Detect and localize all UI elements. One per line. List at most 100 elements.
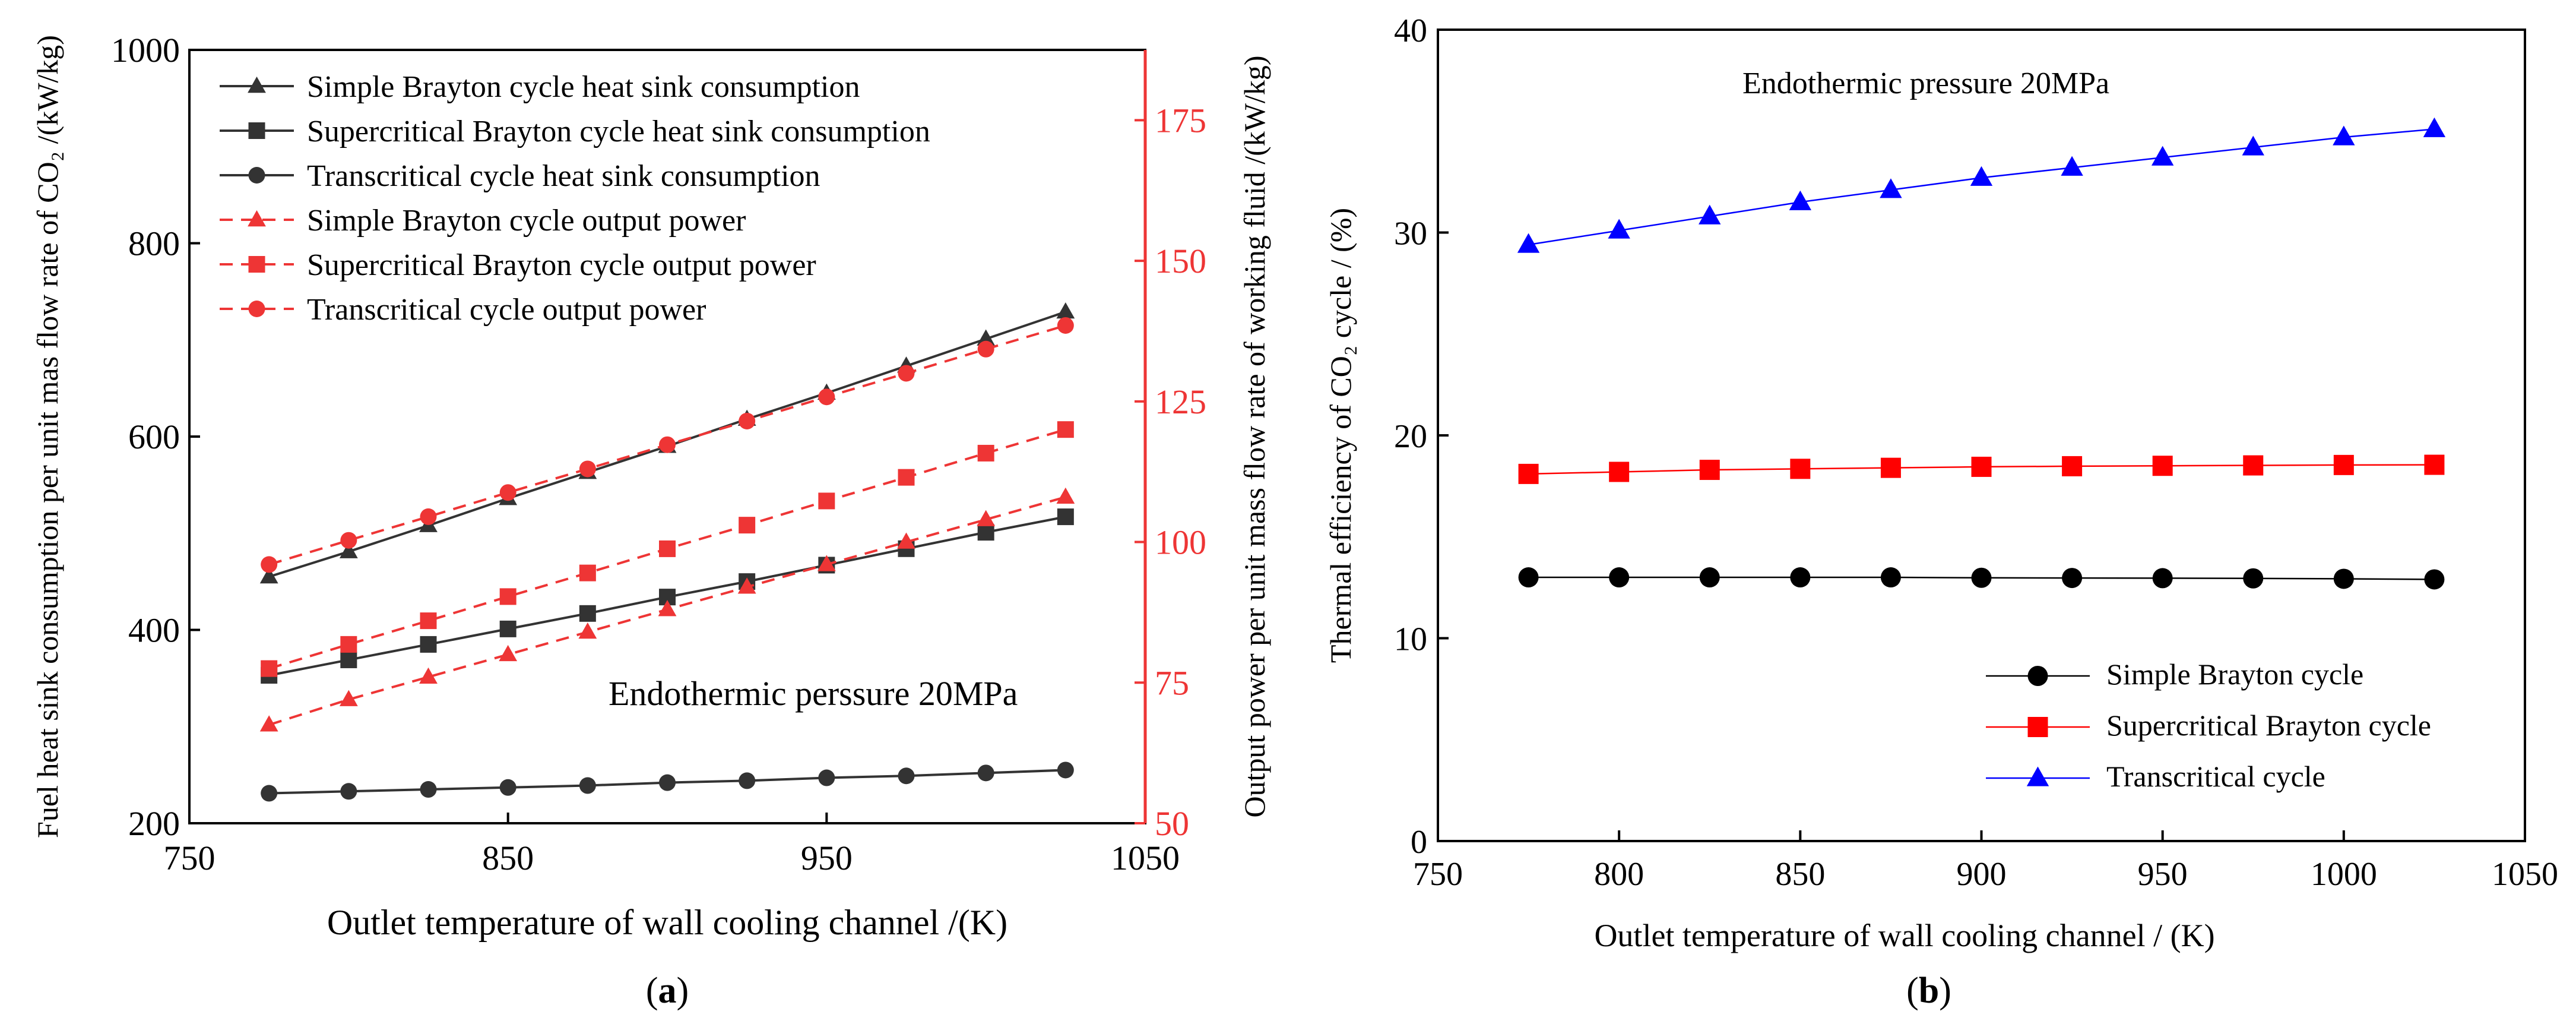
legend-entry: Supercritical Brayton cycle output power (220, 248, 816, 282)
legend-entry: Supercritical Brayton cycle heat sink co… (220, 115, 930, 148)
data-point (419, 667, 438, 684)
data-point (1970, 166, 1993, 186)
data-point (261, 785, 278, 802)
legend-marker (2026, 766, 2049, 786)
legend-marker (248, 210, 266, 227)
data-point (1056, 302, 1075, 319)
series-4 (261, 421, 1074, 677)
y-tick-label: 20 (1394, 418, 1427, 455)
x-tick-label: 1050 (1111, 839, 1180, 877)
legend-entry: Transcritical cycle (1986, 760, 2325, 793)
data-point (2243, 455, 2264, 476)
data-point (1971, 456, 1992, 477)
data-point (2152, 456, 2173, 476)
data-point (261, 556, 278, 573)
x-tick-label: 800 (1594, 856, 1644, 893)
data-point (739, 772, 756, 789)
data-point (340, 783, 357, 800)
data-point (578, 622, 597, 639)
data-point (259, 567, 278, 584)
x-tick-label: 850 (482, 839, 534, 877)
data-point (1518, 463, 1539, 484)
panel-a-annotation: Endothermic perssure 20MPa (609, 674, 1018, 713)
data-point (579, 777, 596, 794)
data-point (2423, 117, 2446, 137)
panel-a-ylabel-right: Output power per unit mass flow rate of … (1238, 55, 1271, 817)
x-tick-label: 950 (2138, 856, 2188, 893)
data-point (340, 651, 357, 668)
data-point (261, 660, 278, 677)
legend-entry: Simple Brayton cycle output power (220, 204, 746, 238)
series-3 (259, 487, 1075, 732)
legend-label: Simple Brayton cycle (2106, 658, 2363, 691)
series-1 (261, 508, 1074, 684)
legend-label: Simple Brayton cycle heat sink consumpti… (307, 70, 860, 104)
data-point (2151, 146, 2174, 166)
data-point (499, 620, 517, 637)
y-left-tick-label: 200 (128, 804, 180, 843)
data-point (1609, 567, 1630, 588)
data-point (2061, 156, 2083, 176)
data-point (898, 767, 915, 785)
data-point (1057, 761, 1074, 779)
series-1 (1518, 454, 2445, 484)
data-point (1699, 567, 1720, 588)
x-tick-label: 900 (1957, 856, 2007, 893)
data-point (339, 690, 358, 706)
legend-marker (248, 122, 265, 139)
data-point (340, 532, 357, 549)
data-point (897, 532, 915, 549)
data-point (1056, 487, 1075, 504)
data-point (898, 469, 915, 486)
legend-entry: Simple Brayton cycle (1986, 658, 2363, 691)
panel-b-ylabel: Thermal efficiency of CO₂ cycle / (%) (1324, 208, 1357, 663)
data-point (499, 644, 518, 662)
data-point (659, 774, 676, 791)
data-point (659, 540, 676, 557)
legend-marker (2027, 666, 2048, 686)
data-point (2333, 454, 2354, 475)
data-point (2062, 456, 2083, 476)
data-point (977, 444, 994, 462)
data-point (817, 555, 836, 571)
y-right-tick-label: 175 (1155, 101, 1206, 140)
data-point (1609, 462, 1630, 482)
data-point (1608, 219, 1630, 239)
data-point (420, 781, 437, 798)
panel-a: 750 850 950 1050 200 400 600 800 1000 50 75 100 12… (31, 31, 1271, 1011)
x-tick-label: 750 (1413, 856, 1463, 893)
x-tick-label: 1050 (2492, 856, 2558, 893)
data-point (737, 577, 756, 594)
legend-marker (2027, 717, 2048, 737)
data-point (659, 436, 676, 453)
data-point (977, 764, 994, 782)
data-point (818, 388, 835, 406)
data-point (1790, 567, 1811, 588)
data-point (1880, 567, 1901, 588)
y-left-tick-label: 600 (128, 418, 180, 456)
data-point (1880, 178, 1902, 198)
series-2 (261, 761, 1074, 802)
legend-label: Supercritical Brayton cycle output power (307, 248, 816, 282)
legend-label: Transcritical cycle (2106, 760, 2325, 793)
data-point (499, 588, 517, 605)
data-point (977, 340, 994, 358)
legend-label: Transcritical cycle output power (307, 293, 706, 327)
data-point (818, 492, 835, 510)
data-point (2424, 569, 2445, 590)
y-tick-label: 0 (1411, 824, 1427, 861)
y-right-tick-label: 50 (1155, 804, 1189, 843)
data-point (579, 460, 596, 478)
data-point (1790, 459, 1811, 479)
data-point (339, 542, 358, 558)
data-point (259, 715, 278, 732)
panel-a-xlabel: Outlet temperature of wall cooling chann… (327, 903, 1007, 942)
legend-entry: Transcritical cycle output power (220, 293, 706, 327)
data-point (420, 612, 437, 630)
series-0 (1518, 567, 2445, 590)
data-point (499, 779, 517, 796)
data-point (1699, 460, 1720, 481)
data-point (2424, 454, 2445, 475)
legend-label: Simple Brayton cycle output power (307, 204, 746, 238)
